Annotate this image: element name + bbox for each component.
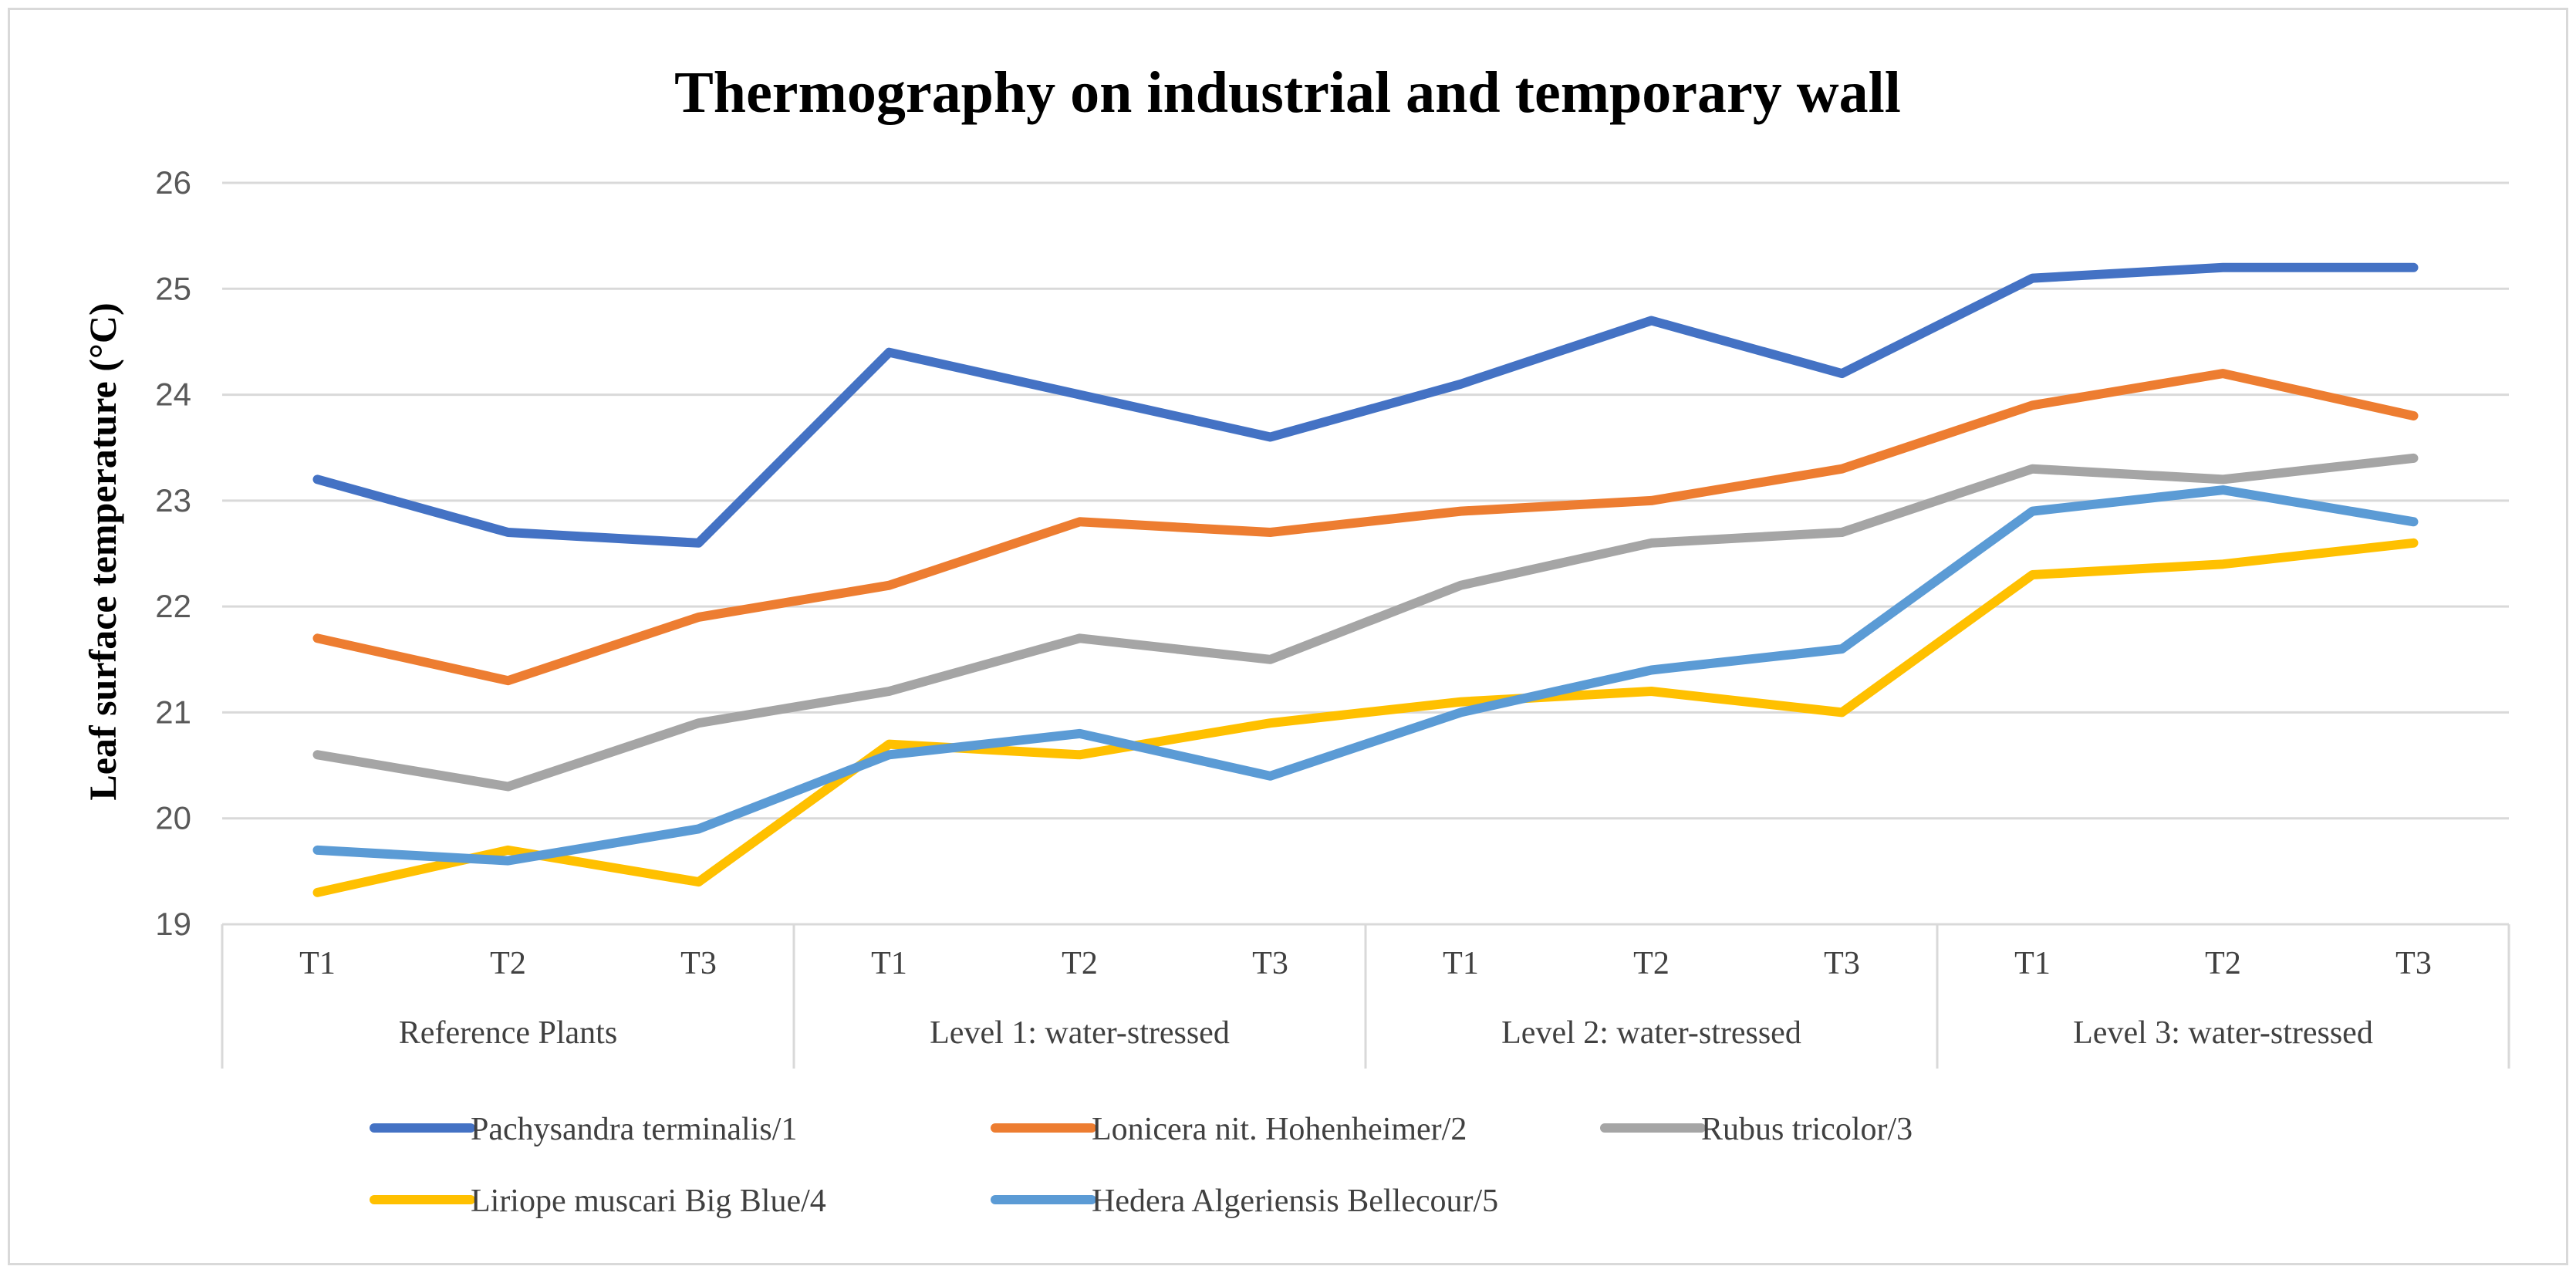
x-tick-label: T2	[490, 946, 526, 981]
series-line-5	[312, 485, 2419, 866]
x-tick-label: T3	[2395, 946, 2432, 981]
legend-label-1: Pachysandra terminalis/1	[471, 1112, 797, 1147]
y-tick-label: 20	[155, 800, 191, 836]
legend: Pachysandra terminalis/1 Lonicera nit. Ho…	[370, 1112, 1913, 1219]
y-tick-label: 22	[155, 588, 191, 624]
x-tick-label: T3	[1824, 946, 1860, 981]
y-tick-label: 24	[155, 376, 191, 413]
x-tick-label: T3	[680, 946, 717, 981]
chart-frame	[8, 8, 2568, 1265]
group-label: Level 2: water-stressed	[1501, 1015, 1801, 1051]
y-axis-label: Leaf surface temperature (°C)	[81, 302, 124, 800]
group-label: Reference Plants	[399, 1015, 617, 1051]
group-label: Level 1: water-stressed	[930, 1015, 1230, 1051]
legend-label-4: Liriope muscari Big Blue/4	[471, 1184, 826, 1219]
x-tick-label: T2	[2205, 946, 2241, 981]
y-tick-label: 26	[155, 164, 191, 201]
y-tick-label: 21	[155, 694, 191, 730]
gridlines	[222, 181, 2509, 926]
x-axis: T1 T2 T3 T1 T2 T3 T1 T2 T3 T1 T2 T3 Reference Plants…	[221, 924, 2510, 1069]
legend-label-2: Lonicera nit. Hohenheimer/2	[1092, 1112, 1467, 1147]
series-line-4	[312, 538, 2419, 897]
x-tick-label: T2	[1062, 946, 1098, 981]
series-lines	[312, 262, 2419, 897]
group-label: Level 3: water-stressed	[2073, 1015, 2373, 1051]
y-axis-ticks: 19 20 21 22 23 24 25 26	[155, 164, 191, 942]
series-line-3	[312, 453, 2419, 792]
legend-label-5: Hedera Algeriensis Bellecour/5	[1092, 1184, 1498, 1219]
x-tick-label: T2	[1633, 946, 1670, 981]
y-tick-label: 19	[155, 906, 191, 942]
x-tick-label: T3	[1252, 946, 1288, 981]
series-line-2	[312, 369, 2419, 686]
chart-title: Thermography on industrial and temporary…	[674, 60, 1901, 125]
x-tick-label: T1	[2014, 946, 2051, 981]
legend-label-3: Rubus tricolor/3	[1701, 1112, 1913, 1147]
y-tick-label: 23	[155, 482, 191, 518]
x-tick-label: T1	[871, 946, 907, 981]
series-line-1	[312, 262, 2419, 548]
x-tick-label: T1	[299, 946, 336, 981]
y-tick-label: 25	[155, 270, 191, 306]
x-tick-label: T1	[1443, 946, 1479, 981]
